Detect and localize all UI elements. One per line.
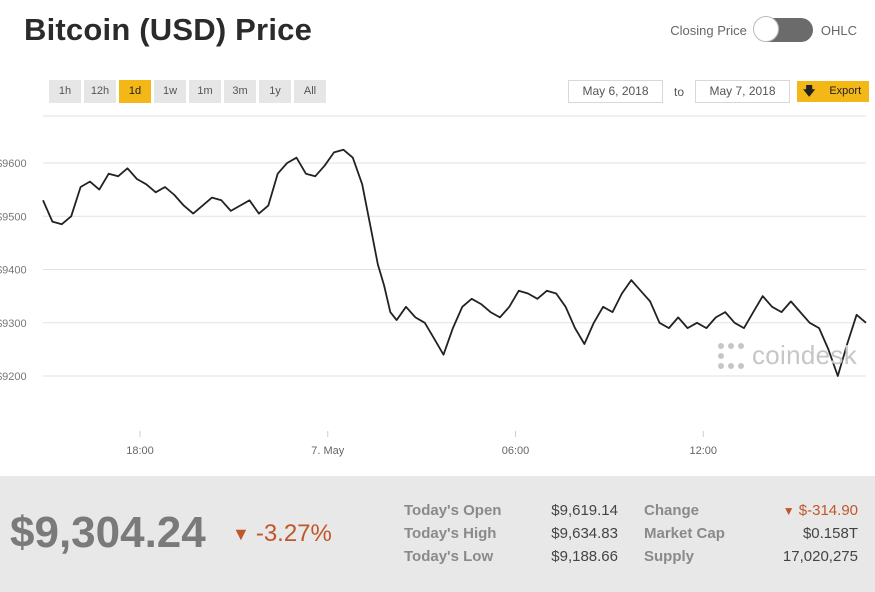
coindesk-watermark: coindesk (716, 340, 857, 371)
todays-open-label: Today's Open (404, 502, 502, 519)
y-tick-label: $9200 (0, 371, 27, 383)
range-1h-button[interactable]: 1h (49, 80, 81, 103)
date-to-label: to (673, 84, 684, 99)
range-1d-button[interactable]: 1d (119, 80, 151, 103)
range-3m-button[interactable]: 3m (224, 80, 256, 103)
change-down-triangle-icon: ▼ (782, 504, 795, 518)
page-title: Bitcoin (USD) Price (24, 12, 313, 47)
y-tick-label: $9400 (0, 265, 27, 277)
range-selector: 1h 12h 1d 1w 1m 3m 1y All (49, 80, 326, 103)
coindesk-logo-icon (718, 342, 744, 369)
todays-high-label: Today's High (404, 525, 497, 542)
closing-price-label: Closing Price (670, 22, 747, 38)
x-tick-label: 06:00 (502, 445, 530, 457)
todays-low-value: $9,188.66 (551, 548, 618, 565)
price-mode-switch[interactable] (752, 16, 813, 42)
range-1y-button[interactable]: 1y (259, 80, 291, 103)
watermark-text: coindesk (752, 340, 858, 370)
range-1m-button[interactable]: 1m (189, 80, 221, 103)
change-percent-value: -3.27% (255, 520, 332, 547)
down-triangle-icon: ▼ (232, 523, 250, 544)
date-to-input[interactable]: May 7, 2018 (695, 80, 790, 103)
export-button[interactable]: 🡇 Export (797, 81, 870, 102)
change-label: Change (644, 502, 700, 519)
y-tick-label: $9600 (0, 158, 27, 170)
ohlc-label: OHLC (820, 22, 857, 38)
range-12h-button[interactable]: 12h (84, 80, 116, 103)
range-all-button[interactable]: All (294, 80, 326, 103)
x-tick-label: 12:00 (690, 445, 718, 457)
market-cap-value: $0.158T (802, 525, 858, 542)
x-tick-label: 7. May (311, 445, 345, 457)
range-1w-button[interactable]: 1w (154, 80, 186, 103)
price-change-percent: ▼ -3.27% (232, 520, 332, 548)
current-price: $9,304.24 (10, 508, 206, 557)
price-summary-panel: $9,304.24 ▼ -3.27% Today's Open $9,619.1… (0, 476, 875, 592)
market-cap-label: Market Cap (644, 525, 725, 542)
todays-low-label: Today's Low (404, 548, 494, 565)
change-value: ▼ $-314.90 (783, 502, 858, 519)
x-tick-label: 18:00 (126, 445, 154, 457)
change-amount: $-314.90 (798, 502, 858, 519)
price-chart: $9200 $9300 $9400 $9500 $9600 18:00 7. May 06:… (0, 115, 867, 457)
price-mode-toggle-group: Closing Price OHLC (670, 16, 857, 44)
price-series-line (42, 148, 867, 377)
todays-high-value: $9,634.83 (551, 525, 618, 542)
y-tick-label: $9500 (0, 211, 27, 223)
supply-label: Supply (644, 548, 695, 565)
export-label: Export (829, 85, 862, 97)
switch-knob (752, 16, 779, 42)
supply-value: 17,020,275 (782, 548, 858, 565)
date-from-input[interactable]: May 6, 2018 (568, 80, 663, 103)
todays-open-value: $9,619.14 (551, 502, 618, 519)
date-range-controls: May 6, 2018 to May 7, 2018 🡇 Export (568, 80, 870, 103)
download-arrow-icon: 🡇 (803, 84, 816, 98)
y-tick-label: $9300 (0, 318, 27, 330)
